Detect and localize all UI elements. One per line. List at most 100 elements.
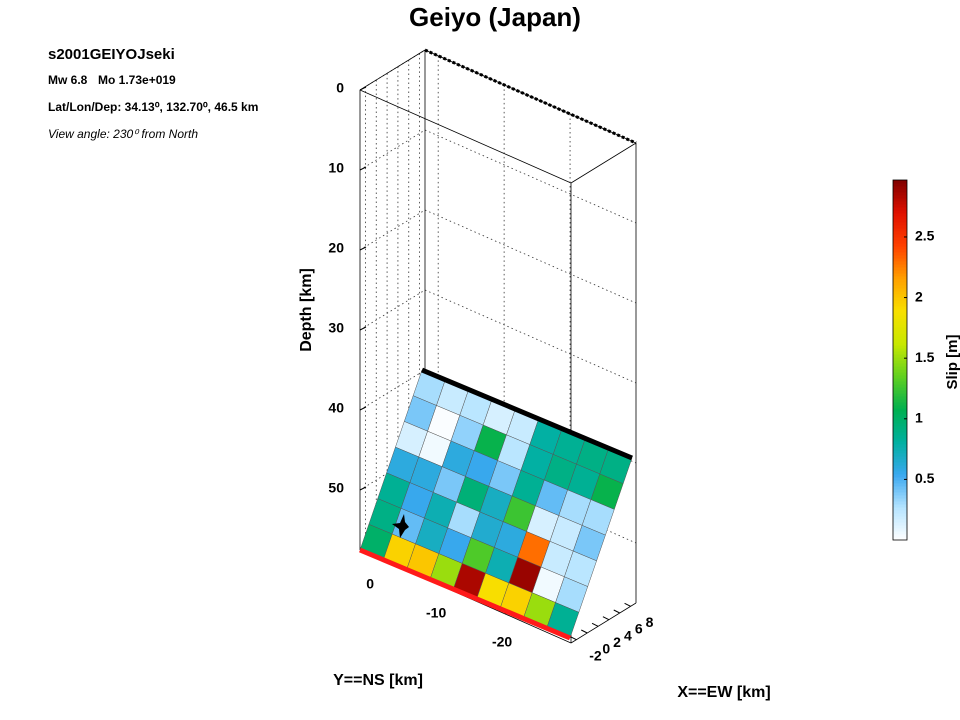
grid-line — [359, 369, 426, 411]
colorbar-swatch — [893, 186, 907, 190]
colorbar-swatch — [893, 414, 907, 418]
z-tick — [359, 166, 367, 171]
colorbar-swatch — [893, 273, 907, 277]
colorbar-tick-label: 2 — [915, 288, 923, 304]
colorbar-swatch — [893, 408, 907, 412]
colorbar-swatch — [893, 435, 907, 439]
colorbar-swatch — [893, 390, 907, 394]
colorbar-swatch — [893, 378, 907, 382]
colorbar: 0.5 1 1.5 2 2.5 — [892, 179, 935, 541]
grid-line — [424, 209, 637, 304]
colorbar-swatch — [893, 477, 907, 481]
z-tick-label: 30 — [328, 320, 344, 336]
x-tick-label: 2 — [613, 634, 621, 650]
box-edge — [359, 89, 572, 184]
colorbar-swatch — [893, 327, 907, 331]
colorbar-swatch — [893, 207, 907, 211]
colorbar-swatch — [893, 384, 907, 388]
colorbar-swatch — [893, 264, 907, 268]
colorbar-swatch — [893, 246, 907, 250]
colorbar-swatch — [893, 417, 907, 421]
colorbar-tick-label: 1.5 — [915, 349, 935, 365]
view-angle: View angle: 230⁰ from North — [48, 127, 198, 141]
fault-plane — [359, 367, 633, 641]
grid-line — [424, 289, 637, 384]
colorbar-swatch — [893, 192, 907, 196]
colorbar-label: Slip [m] — [944, 334, 960, 389]
colorbar-swatch — [893, 276, 907, 280]
colorbar-swatch — [893, 369, 907, 373]
colorbar-swatch — [893, 201, 907, 205]
colorbar-tick-label: 1 — [915, 409, 923, 425]
colorbar-swatch — [893, 444, 907, 448]
x-tick-label: 6 — [635, 621, 643, 637]
colorbar-swatch — [893, 204, 907, 208]
colorbar-swatch — [893, 489, 907, 493]
colorbar-swatch — [893, 459, 907, 463]
colorbar-swatch — [893, 393, 907, 397]
colorbar-swatch — [893, 195, 907, 199]
colorbar-swatch — [893, 252, 907, 256]
colorbar-swatch — [893, 345, 907, 349]
colorbar-swatch — [893, 372, 907, 376]
colorbar-swatch — [893, 504, 907, 508]
x-tick — [591, 622, 599, 627]
colorbar-swatch — [893, 483, 907, 487]
colorbar-tick-label: 2.5 — [915, 228, 935, 244]
colorbar-swatch — [893, 279, 907, 283]
z-tick — [359, 486, 367, 491]
colorbar-swatch — [893, 486, 907, 490]
z-tick — [359, 406, 367, 411]
x-tick — [602, 616, 610, 621]
colorbar-swatch — [893, 363, 907, 367]
colorbar-swatch — [893, 303, 907, 307]
trace-line — [424, 48, 637, 145]
colorbar-swatch — [893, 309, 907, 313]
colorbar-swatch — [893, 507, 907, 511]
grid-line — [359, 129, 426, 171]
colorbar-swatch — [893, 270, 907, 274]
colorbar-swatch — [893, 294, 907, 298]
moment: Mo 1.73e+019 — [98, 73, 176, 87]
colorbar-swatch — [893, 519, 907, 523]
y-axis-label: Y==NS [km] — [333, 672, 423, 689]
colorbar-swatch — [893, 387, 907, 391]
colorbar-swatch — [893, 357, 907, 361]
colorbar-swatch — [893, 216, 907, 220]
grid-line — [424, 129, 637, 224]
grid-line — [359, 289, 426, 331]
colorbar-swatch — [893, 426, 907, 430]
colorbar-swatch — [893, 312, 907, 316]
magnitude: Mw 6.8 — [48, 73, 88, 87]
fault-top-edge — [421, 367, 633, 461]
colorbar-swatch — [893, 516, 907, 520]
colorbar-swatch — [893, 402, 907, 406]
colorbar-swatch — [893, 522, 907, 526]
colorbar-swatch — [893, 231, 907, 235]
colorbar-swatch — [893, 531, 907, 535]
box-edge — [570, 602, 637, 644]
colorbar-swatch — [893, 498, 907, 502]
colorbar-swatch — [893, 255, 907, 259]
grid-line — [359, 209, 426, 251]
z-tick-label: 50 — [328, 480, 344, 496]
colorbar-swatch — [893, 432, 907, 436]
z-tick-label: 40 — [328, 400, 344, 416]
colorbar-swatch — [893, 234, 907, 238]
colorbar-swatch — [893, 288, 907, 292]
colorbar-swatch — [893, 495, 907, 499]
colorbar-swatch — [893, 396, 907, 400]
colorbar-tick-label: 0.5 — [915, 470, 935, 486]
colorbar-swatch — [893, 330, 907, 334]
colorbar-swatch — [893, 537, 907, 541]
colorbar-swatch — [893, 411, 907, 415]
colorbar-swatch — [893, 465, 907, 469]
z-axis-label: Depth [km] — [298, 268, 315, 352]
x-tick-label: -2 — [589, 647, 602, 663]
colorbar-swatch — [893, 474, 907, 478]
colorbar-swatch — [893, 321, 907, 325]
colorbar-swatch — [893, 333, 907, 337]
box-edge — [570, 142, 637, 184]
colorbar-swatch — [893, 366, 907, 370]
box-edge — [359, 49, 426, 91]
